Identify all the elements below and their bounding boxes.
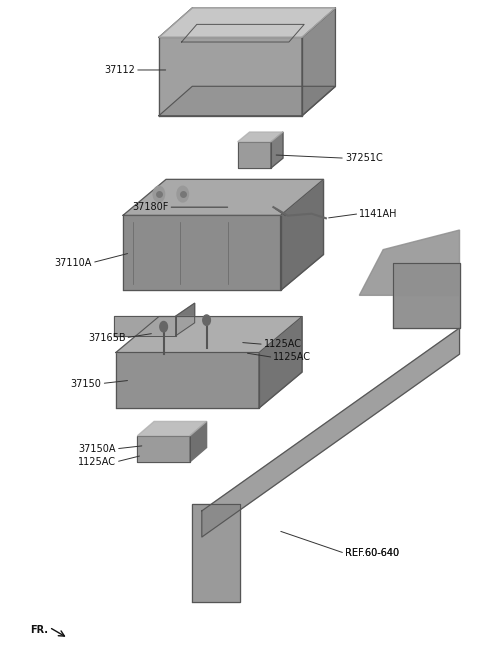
Text: 37112: 37112 — [104, 65, 135, 75]
Polygon shape — [192, 504, 240, 602]
Text: FR.: FR. — [30, 625, 48, 635]
Polygon shape — [302, 8, 336, 115]
Polygon shape — [159, 37, 302, 115]
Text: REF.60-640: REF.60-640 — [345, 548, 399, 558]
Text: 1125AC: 1125AC — [264, 339, 302, 350]
Polygon shape — [202, 328, 459, 537]
Circle shape — [177, 186, 189, 202]
Polygon shape — [114, 316, 176, 336]
Polygon shape — [123, 179, 324, 215]
Text: 37150A: 37150A — [78, 444, 116, 454]
Polygon shape — [190, 421, 206, 462]
Polygon shape — [238, 142, 271, 168]
Circle shape — [153, 186, 165, 202]
Polygon shape — [137, 421, 206, 436]
Polygon shape — [259, 317, 302, 408]
Text: 37180F: 37180F — [132, 202, 168, 212]
Circle shape — [203, 315, 210, 325]
Polygon shape — [238, 132, 283, 142]
Text: REF.60-640: REF.60-640 — [345, 548, 399, 558]
Polygon shape — [393, 262, 459, 328]
Polygon shape — [281, 179, 324, 291]
Polygon shape — [137, 436, 190, 462]
Polygon shape — [159, 8, 336, 37]
Polygon shape — [123, 215, 281, 291]
Polygon shape — [360, 230, 459, 295]
Text: 1141AH: 1141AH — [360, 209, 398, 218]
Text: 37165B: 37165B — [88, 333, 125, 343]
Polygon shape — [116, 317, 302, 352]
Text: 1125AC: 1125AC — [274, 352, 312, 362]
Polygon shape — [176, 303, 195, 336]
Text: 37110A: 37110A — [55, 258, 92, 268]
Text: 37150: 37150 — [71, 379, 102, 388]
Polygon shape — [271, 132, 283, 168]
Text: 37251C: 37251C — [345, 153, 383, 163]
Polygon shape — [159, 87, 336, 115]
Polygon shape — [116, 352, 259, 408]
Text: 1125AC: 1125AC — [78, 457, 116, 467]
Circle shape — [160, 321, 168, 332]
